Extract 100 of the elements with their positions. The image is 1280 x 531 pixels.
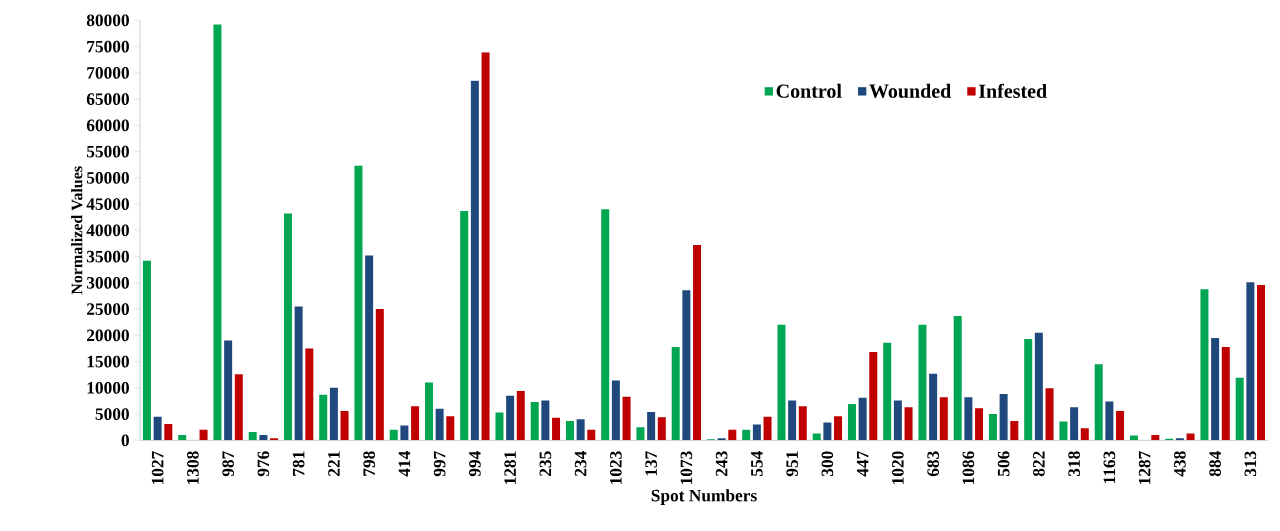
bar xyxy=(622,396,631,441)
bar xyxy=(270,438,279,441)
bar xyxy=(812,433,821,441)
bar xyxy=(142,260,151,441)
legend-label: Control xyxy=(776,83,842,98)
y-tick-label: 20000 xyxy=(87,329,129,342)
y-tick-label: 35000 xyxy=(86,250,129,263)
x-tick-label: 506 xyxy=(997,451,1010,477)
y-tick-label: 60000 xyxy=(86,119,129,132)
bar xyxy=(283,213,292,441)
bar xyxy=(1151,435,1160,441)
x-tick-label: 997 xyxy=(433,451,446,477)
y-tick-label: 65000 xyxy=(86,93,129,105)
x-tick-label: 987 xyxy=(222,451,234,477)
bar xyxy=(305,348,314,441)
bar xyxy=(929,373,938,441)
y-tick-label: 75000 xyxy=(87,40,129,53)
x-tick-label: 234 xyxy=(574,451,587,476)
x-tick-label: 235 xyxy=(539,451,552,476)
bar xyxy=(178,435,187,441)
bar xyxy=(728,429,737,441)
bar xyxy=(869,352,878,441)
bar xyxy=(657,417,666,441)
x-tick-label: 1281 xyxy=(504,451,516,485)
bar xyxy=(1211,337,1220,441)
bar xyxy=(1175,438,1184,441)
x-tick-label: 822 xyxy=(1033,451,1045,477)
x-tick-label: 976 xyxy=(257,451,270,477)
bar xyxy=(834,416,843,441)
x-tick-label: 243 xyxy=(715,451,728,476)
bar xyxy=(354,165,363,441)
bar xyxy=(1010,420,1019,441)
y-tick-label: 55000 xyxy=(86,145,129,158)
x-tick-label: 1086 xyxy=(962,451,975,485)
bar xyxy=(1200,289,1209,441)
bar xyxy=(411,406,420,441)
bar xyxy=(1235,377,1244,441)
bar xyxy=(552,417,561,441)
y-tick-label: 25000 xyxy=(87,303,129,315)
bar xyxy=(460,210,469,441)
bar xyxy=(199,429,208,441)
bar xyxy=(506,395,515,441)
bar xyxy=(847,404,856,441)
x-tick-label: 438 xyxy=(1174,451,1186,477)
y-axis-title: Normalized Values xyxy=(71,166,83,295)
bar xyxy=(1080,428,1089,441)
x-tick-label: 798 xyxy=(363,451,375,476)
bar xyxy=(294,306,303,441)
legend-label: Wounded xyxy=(869,83,952,98)
bar xyxy=(918,324,927,441)
bar xyxy=(1094,364,1103,441)
bar xyxy=(248,431,257,441)
bar xyxy=(319,394,328,441)
bar xyxy=(953,315,962,441)
bar xyxy=(1186,433,1195,441)
bar xyxy=(763,416,772,441)
bar xyxy=(682,290,691,441)
bar xyxy=(647,411,656,441)
bar xyxy=(777,324,786,441)
bar xyxy=(587,429,596,441)
bar xyxy=(788,400,797,441)
bar xyxy=(400,425,409,441)
x-tick-label: 1027 xyxy=(151,451,164,485)
x-axis-title: Spot Numbers xyxy=(651,489,757,505)
bar xyxy=(1116,410,1125,441)
bar xyxy=(340,410,349,441)
bar xyxy=(530,402,539,441)
bar xyxy=(1024,339,1033,441)
bar xyxy=(153,416,162,441)
bar xyxy=(823,422,832,441)
bar xyxy=(259,435,268,441)
x-tick-label: 683 xyxy=(927,451,939,477)
x-tick-label: 1073 xyxy=(680,451,693,485)
y-tick-label: 70000 xyxy=(87,66,129,79)
y-tick-label: 30000 xyxy=(86,276,129,289)
bar xyxy=(234,374,243,441)
bar xyxy=(893,400,902,441)
x-tick-label: 300 xyxy=(821,451,834,477)
bar xyxy=(601,209,610,441)
bar xyxy=(742,429,751,441)
x-tick-label: 414 xyxy=(398,451,411,477)
bar xyxy=(1034,332,1043,441)
y-tick-label: 40000 xyxy=(86,224,129,237)
x-tick-label: 447 xyxy=(856,451,869,477)
y-tick-label: 80000 xyxy=(86,14,129,27)
bar xyxy=(424,382,433,441)
bar xyxy=(565,420,574,441)
y-tick-label: 5000 xyxy=(95,408,129,420)
bar xyxy=(798,406,807,441)
bar xyxy=(611,380,620,441)
bar xyxy=(904,407,913,441)
x-tick-label: 1308 xyxy=(187,451,199,485)
bar xyxy=(1257,284,1266,441)
x-tick-label: 313 xyxy=(1244,451,1257,477)
x-tick-label: 554 xyxy=(751,451,763,477)
y-tick-label: 45000 xyxy=(86,198,129,210)
bar xyxy=(752,424,761,441)
bar xyxy=(671,346,680,441)
x-tick-label: 1287 xyxy=(1138,451,1151,485)
bar xyxy=(999,394,1008,441)
